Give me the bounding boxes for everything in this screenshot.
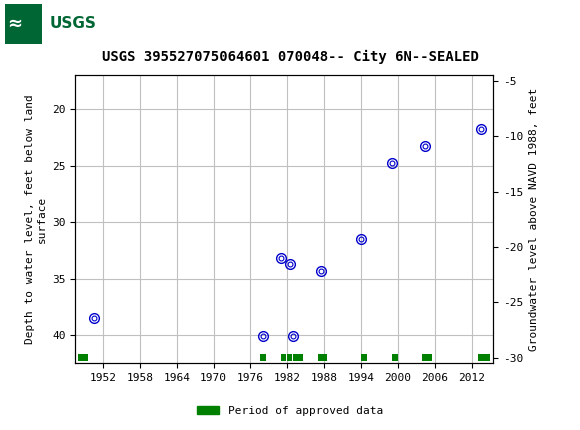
- Bar: [361, 354, 367, 361]
- Bar: [478, 354, 490, 361]
- Legend: Period of approved data: Period of approved data: [193, 401, 387, 420]
- Bar: [260, 354, 266, 361]
- Text: ≈: ≈: [8, 15, 23, 33]
- Text: USGS: USGS: [49, 16, 96, 31]
- Y-axis label: Depth to water level, feet below land
surface: Depth to water level, feet below land su…: [25, 95, 46, 344]
- Bar: [318, 354, 327, 361]
- Bar: [422, 354, 432, 361]
- Y-axis label: Groundwater level above NAVD 1988, feet: Groundwater level above NAVD 1988, feet: [528, 88, 538, 351]
- Bar: [287, 354, 292, 361]
- Bar: [5, 4, 42, 43]
- Bar: [281, 354, 286, 361]
- Text: USGS 395527075064601 070048-- City 6N--SEALED: USGS 395527075064601 070048-- City 6N--S…: [102, 50, 478, 64]
- Bar: [78, 354, 88, 361]
- Bar: [5, 4, 80, 43]
- Bar: [293, 354, 303, 361]
- Bar: [392, 354, 398, 361]
